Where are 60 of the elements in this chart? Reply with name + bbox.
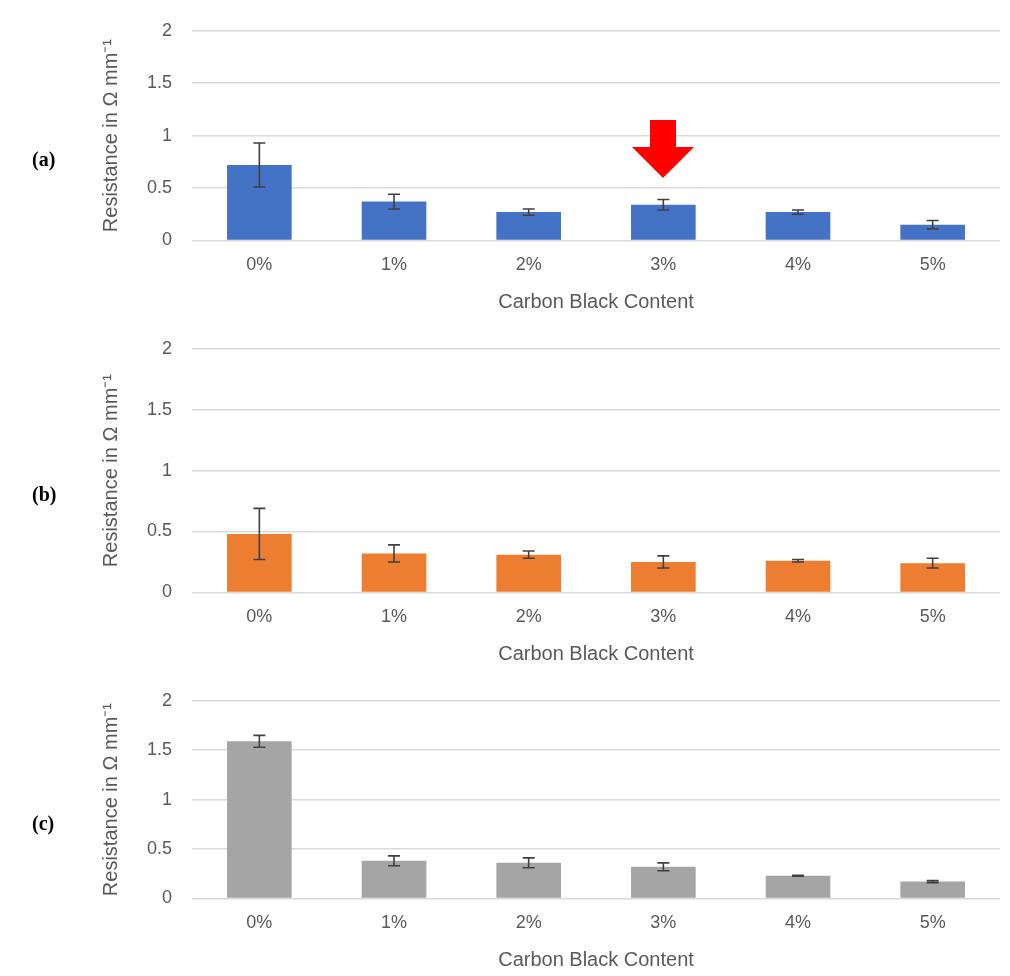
y-tick-label: 2 xyxy=(162,689,173,710)
text: (b) xyxy=(31,482,58,506)
bar xyxy=(900,224,965,240)
y-tick-label: 1 xyxy=(162,459,173,480)
y-tick-label: 0 xyxy=(162,229,173,250)
x-tick-label: 3% xyxy=(650,606,677,627)
x-tick-label: 4% xyxy=(785,254,812,275)
y-tick-label: 1.5 xyxy=(146,739,173,760)
y-tick-label: 0.5 xyxy=(146,837,173,858)
bar xyxy=(227,164,292,240)
y-tick-label: 0.5 xyxy=(146,520,173,541)
bar xyxy=(496,554,561,592)
y-tick-label: 0.5 xyxy=(146,176,173,197)
bar xyxy=(361,860,427,898)
bar xyxy=(765,875,831,898)
x-axis-title: Carbon Black Content xyxy=(498,947,695,970)
bar xyxy=(765,560,831,592)
x-tick-label: 0% xyxy=(246,254,273,275)
y-tick-label: 1 xyxy=(162,124,173,145)
bar xyxy=(631,866,696,898)
y-tick-label: 0 xyxy=(162,581,173,602)
x-axis-title: Carbon Black Content xyxy=(498,289,695,312)
x-tick-label: 2% xyxy=(515,912,542,933)
y-tick-label: 2 xyxy=(162,337,173,358)
y-axis-title: Resistance in Ω mm⁻¹ xyxy=(98,373,121,568)
bar xyxy=(765,212,831,240)
bar xyxy=(900,881,965,898)
x-tick-label: 1% xyxy=(381,912,408,933)
x-tick-label: 5% xyxy=(919,254,946,275)
y-tick-label: 1.5 xyxy=(146,398,173,419)
x-tick-label: 5% xyxy=(919,912,946,933)
x-tick-label: 0% xyxy=(246,912,273,933)
x-tick-label: 1% xyxy=(381,254,408,275)
text: (c) xyxy=(31,811,56,835)
bar xyxy=(900,563,965,592)
bar xyxy=(361,553,427,592)
y-tick-label: 1 xyxy=(162,788,173,809)
x-tick-label: 2% xyxy=(515,254,542,275)
bar xyxy=(227,741,292,898)
x-tick-label: 3% xyxy=(650,912,677,933)
bar xyxy=(361,201,427,240)
bar xyxy=(227,533,292,592)
x-tick-label: 4% xyxy=(785,912,812,933)
y-tick-label: 0 xyxy=(162,887,173,908)
x-tick-label: 4% xyxy=(785,606,812,627)
bar xyxy=(496,212,561,240)
x-tick-label: 1% xyxy=(381,606,408,627)
y-tick-label: 2 xyxy=(162,19,173,40)
x-tick-label: 2% xyxy=(515,606,542,627)
y-axis-title: Resistance in Ω mm⁻¹ xyxy=(98,702,121,897)
bar xyxy=(631,561,696,592)
x-axis-title: Carbon Black Content xyxy=(498,641,695,664)
y-tick-label: 1.5 xyxy=(146,72,173,93)
x-tick-label: 5% xyxy=(919,606,946,627)
text: (a) xyxy=(31,147,57,171)
bar xyxy=(631,204,696,240)
x-tick-label: 0% xyxy=(246,606,273,627)
x-tick-label: 3% xyxy=(650,254,677,275)
bar xyxy=(496,862,561,898)
y-axis-title: Resistance in Ω mm⁻¹ xyxy=(98,38,121,233)
